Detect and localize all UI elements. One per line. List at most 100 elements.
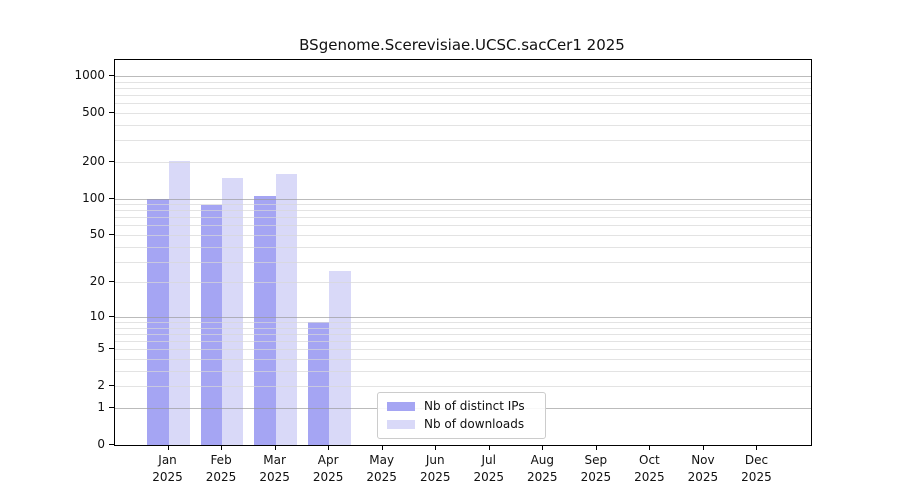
gridline-minor-600 — [115, 103, 811, 105]
bar-downloads-feb — [222, 177, 244, 445]
gridline-minor-400 — [115, 124, 811, 126]
y-tick-20 — [109, 281, 114, 283]
x-tick-sep — [595, 445, 597, 451]
x-tick-label-jan: Jan 2025 — [133, 452, 203, 486]
y-tick-10 — [109, 315, 114, 317]
gridline-minor-50 — [115, 235, 811, 236]
x-tick-label-oct: Oct 2025 — [614, 452, 684, 486]
plot-area — [114, 59, 812, 446]
gridline-minor-20 — [115, 282, 811, 284]
bar-downloads-jan — [168, 161, 190, 445]
bar-distinct-ips-feb — [200, 205, 223, 445]
y-tick-1000 — [109, 75, 114, 76]
legend-swatch-distinct-ips — [387, 402, 415, 411]
x-tick-apr — [328, 445, 330, 451]
y-tick-label-100: 100 — [82, 190, 105, 205]
chart-title: BSgenome.Scerevisiae.UCSC.sacCer1 2025 — [299, 36, 625, 54]
y-tick-500 — [109, 111, 114, 113]
gridline-minor-5 — [115, 349, 811, 351]
legend-item-downloads: Nb of downloads — [378, 418, 545, 431]
gridline-minor-60 — [115, 225, 811, 227]
x-tick-may — [381, 445, 383, 451]
y-tick-label-10: 10 — [89, 308, 105, 323]
y-tick-label-200: 200 — [82, 153, 105, 168]
bar-downloads-apr — [329, 271, 351, 445]
y-tick-label-50: 50 — [89, 227, 105, 241]
x-tick-year-mar: 2025 — [259, 470, 290, 484]
gridline-minor-80 — [115, 210, 811, 212]
gridline-minor-700 — [115, 95, 811, 97]
gridline-minor-500 — [115, 112, 811, 114]
y-tick-50 — [109, 234, 114, 235]
x-tick-label-nov: Nov 2025 — [668, 452, 738, 486]
y-tick-2 — [109, 385, 114, 387]
y-tick-label-0: 0 — [97, 437, 105, 451]
x-tick-label-jul: Jul 2025 — [454, 452, 524, 486]
x-tick-label-feb: Feb 2025 — [186, 452, 256, 486]
legend-swatch-downloads — [387, 420, 415, 429]
x-tick-label-aug: Aug 2025 — [507, 452, 577, 486]
legend: Nb of distinct IPs Nb of downloads — [377, 392, 546, 439]
bar-distinct-ips-mar — [254, 195, 276, 445]
x-tick-year-apr: 2025 — [312, 470, 344, 484]
bar-downloads-mar — [275, 173, 297, 445]
x-tick-label-sep: Sep 2025 — [561, 452, 631, 486]
x-tick-year-jan: 2025 — [152, 470, 183, 484]
bar-distinct-ips-jan — [147, 198, 169, 445]
gridline-major-10 — [115, 316, 811, 318]
y-tick-5 — [109, 348, 114, 350]
x-tick-label-jun: Jun 2025 — [400, 452, 470, 486]
x-tick-year-sep: 2025 — [580, 470, 612, 484]
y-tick-label-1000: 1000 — [74, 68, 105, 82]
x-tick-label-mar: Mar 2025 — [240, 452, 310, 486]
gridline-minor-900 — [115, 81, 811, 83]
gridline-minor-9 — [115, 322, 811, 324]
x-tick-year-aug: 2025 — [527, 470, 558, 484]
gridline-minor-8 — [115, 327, 811, 329]
legend-item-distinct-ips: Nb of distinct IPs — [378, 400, 545, 413]
y-tick-1 — [109, 406, 114, 408]
x-tick-aug — [542, 445, 544, 451]
gridline-minor-70 — [115, 217, 811, 219]
y-tick-label-20: 20 — [89, 274, 105, 289]
x-tick-year-feb: 2025 — [205, 470, 237, 484]
gridline-minor-300 — [115, 140, 811, 142]
x-tick-year-dec: 2025 — [741, 470, 772, 484]
y-tick-label-2: 2 — [97, 378, 105, 393]
x-tick-label-dec: Dec 2025 — [721, 452, 791, 486]
legend-label-downloads: Nb of downloads — [424, 417, 525, 431]
gridline-minor-200 — [115, 161, 811, 163]
x-tick-jan — [167, 445, 169, 451]
x-tick-jul — [488, 445, 490, 451]
x-tick-year-jun: 2025 — [419, 470, 451, 484]
x-tick-label-may: May 2025 — [347, 452, 417, 486]
x-tick-jun — [435, 445, 437, 451]
x-tick-oct — [649, 445, 651, 451]
gridline-minor-3 — [115, 370, 811, 372]
gridline-minor-800 — [115, 87, 811, 89]
y-tick-label-1: 1 — [97, 399, 105, 414]
x-tick-label-apr: Apr 2025 — [293, 452, 363, 486]
y-tick-label-500: 500 — [82, 104, 105, 119]
y-tick-200 — [109, 160, 114, 162]
gridline-minor-30 — [115, 261, 811, 263]
x-tick-dec — [756, 445, 758, 451]
y-tick-0 — [109, 444, 114, 445]
y-tick-label-5: 5 — [97, 341, 105, 356]
x-tick-year-oct: 2025 — [634, 470, 665, 484]
x-tick-feb — [221, 445, 223, 451]
gridline-major-100 — [115, 198, 811, 200]
y-tick-100 — [109, 197, 114, 199]
gridline-minor-90 — [115, 204, 811, 206]
x-tick-year-may: 2025 — [366, 470, 397, 484]
x-tick-year-jul: 2025 — [473, 470, 505, 484]
bar-distinct-ips-apr — [307, 322, 330, 445]
gridline-minor-40 — [115, 246, 811, 248]
x-tick-mar — [274, 445, 276, 451]
gridline-minor-4 — [115, 359, 811, 361]
gridline-major-1000 — [115, 76, 811, 77]
gridline-minor-6 — [115, 341, 811, 343]
gridline-minor-7 — [115, 333, 811, 335]
gridline-minor-2 — [115, 386, 811, 388]
